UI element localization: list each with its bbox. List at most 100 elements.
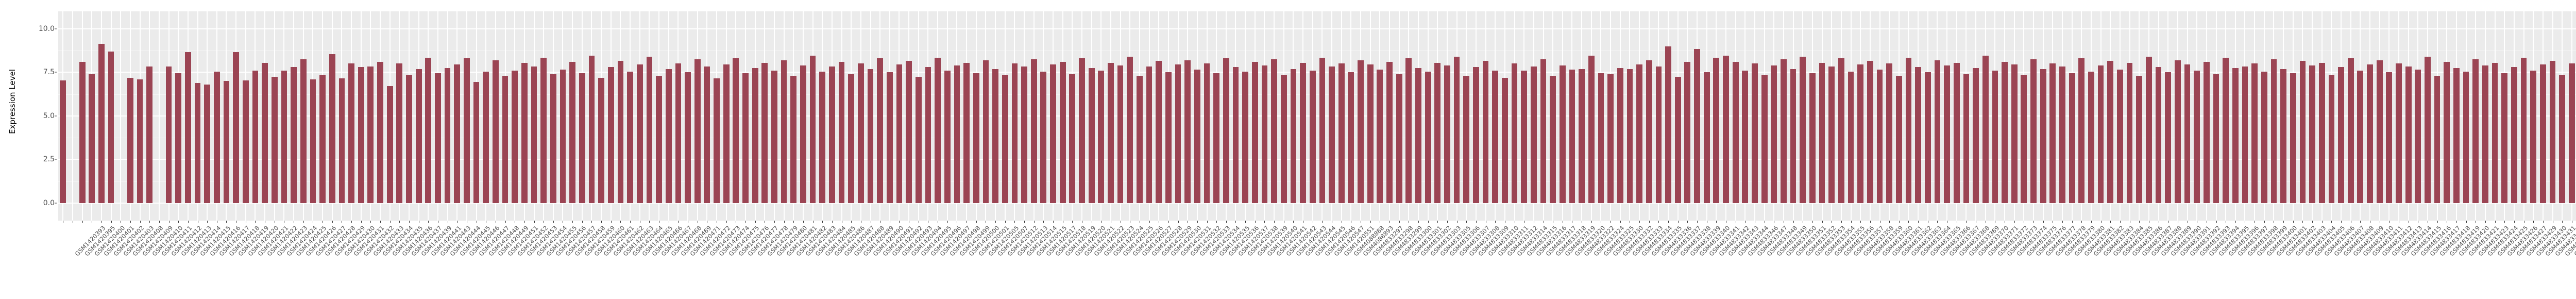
bar[interactable]	[1251, 62, 1258, 203]
bar[interactable]	[588, 56, 595, 203]
bar[interactable]	[2242, 66, 2248, 203]
bar[interactable]	[386, 86, 393, 203]
bar[interactable]	[1040, 71, 1047, 203]
bar[interactable]	[2078, 58, 2085, 203]
bar[interactable]	[1771, 65, 1777, 203]
bar[interactable]	[1117, 65, 1124, 203]
bar[interactable]	[2280, 69, 2286, 203]
bar[interactable]	[233, 52, 240, 203]
bar[interactable]	[1223, 58, 1229, 203]
bar[interactable]	[425, 57, 432, 203]
bar[interactable]	[2232, 68, 2239, 203]
bar[interactable]	[242, 80, 249, 203]
bar[interactable]	[2203, 62, 2210, 203]
bar[interactable]	[1415, 68, 1421, 203]
bar[interactable]	[2367, 64, 2373, 203]
bar[interactable]	[464, 58, 470, 203]
bar[interactable]	[502, 76, 509, 203]
bar[interactable]	[1684, 62, 1691, 203]
bar[interactable]	[1377, 70, 1383, 203]
bar[interactable]	[781, 60, 787, 203]
bar[interactable]	[598, 77, 604, 203]
bar[interactable]	[1828, 66, 1835, 203]
bar[interactable]	[60, 80, 66, 203]
bar[interactable]	[2386, 72, 2393, 203]
bar[interactable]	[1617, 68, 1623, 203]
bar[interactable]	[2396, 63, 2402, 203]
bar[interactable]	[829, 66, 835, 203]
bar[interactable]	[271, 76, 278, 203]
bar[interactable]	[2136, 76, 2143, 203]
bar[interactable]	[1069, 74, 1076, 203]
bar[interactable]	[1396, 74, 1402, 203]
bar[interactable]	[204, 85, 211, 203]
bar[interactable]	[1444, 65, 1450, 203]
bar[interactable]	[896, 64, 903, 203]
bar[interactable]	[1915, 67, 1921, 203]
bar[interactable]	[2270, 59, 2277, 203]
bar[interactable]	[1194, 70, 1200, 203]
bar[interactable]	[1732, 62, 1739, 203]
bar[interactable]	[1473, 67, 1479, 203]
bar[interactable]	[877, 58, 884, 203]
bar[interactable]	[656, 76, 662, 203]
bar[interactable]	[281, 70, 287, 203]
bar[interactable]	[550, 74, 556, 203]
bar[interactable]	[2126, 62, 2133, 203]
bar[interactable]	[540, 57, 547, 203]
bar[interactable]	[771, 70, 777, 203]
bar[interactable]	[2290, 73, 2296, 203]
bar[interactable]	[1886, 63, 1893, 203]
bar[interactable]	[2318, 62, 2325, 203]
bar[interactable]	[1280, 75, 1287, 203]
bar[interactable]	[310, 79, 316, 203]
bar[interactable]	[531, 66, 537, 203]
bar[interactable]	[165, 66, 172, 203]
bar[interactable]	[809, 56, 816, 203]
bar[interactable]	[2097, 65, 2104, 203]
bar[interactable]	[1559, 65, 1566, 203]
bar[interactable]	[137, 79, 143, 203]
bar[interactable]	[2539, 64, 2546, 203]
bar[interactable]	[963, 62, 970, 203]
bar[interactable]	[1050, 64, 1056, 203]
bar[interactable]	[300, 59, 307, 203]
bar[interactable]	[291, 67, 297, 203]
bar[interactable]	[1405, 58, 1412, 203]
bar[interactable]	[1598, 73, 1604, 203]
bar[interactable]	[473, 81, 480, 203]
bar[interactable]	[1021, 66, 1027, 203]
bar[interactable]	[521, 62, 528, 203]
bar[interactable]	[944, 70, 951, 203]
bar[interactable]	[184, 52, 191, 203]
bar[interactable]	[1800, 56, 1806, 203]
bar[interactable]	[1088, 68, 1095, 203]
bar[interactable]	[2520, 57, 2527, 203]
bar[interactable]	[1300, 62, 1306, 203]
bar[interactable]	[194, 82, 201, 203]
bar[interactable]	[1463, 76, 1470, 203]
bar[interactable]	[415, 69, 422, 203]
bar[interactable]	[627, 71, 633, 203]
bar[interactable]	[982, 60, 989, 203]
bar[interactable]	[377, 62, 383, 203]
bar[interactable]	[1579, 69, 1585, 203]
bar[interactable]	[2194, 70, 2200, 203]
bar[interactable]	[1175, 64, 1181, 203]
bar[interactable]	[886, 72, 893, 203]
bar[interactable]	[2568, 63, 2575, 203]
bar[interactable]	[1530, 66, 1537, 203]
bar[interactable]	[1809, 73, 1816, 203]
bar[interactable]	[723, 64, 730, 203]
bar[interactable]	[1924, 72, 1931, 203]
bar[interactable]	[1492, 70, 1499, 203]
bar[interactable]	[1002, 75, 1008, 203]
bar[interactable]	[1540, 59, 1547, 203]
bar[interactable]	[1963, 74, 1970, 203]
bar[interactable]	[1655, 66, 1662, 203]
bar[interactable]	[675, 63, 682, 203]
bar[interactable]	[1011, 63, 1018, 203]
bar[interactable]	[2213, 74, 2219, 203]
bar[interactable]	[2463, 71, 2469, 203]
bar[interactable]	[252, 70, 259, 203]
